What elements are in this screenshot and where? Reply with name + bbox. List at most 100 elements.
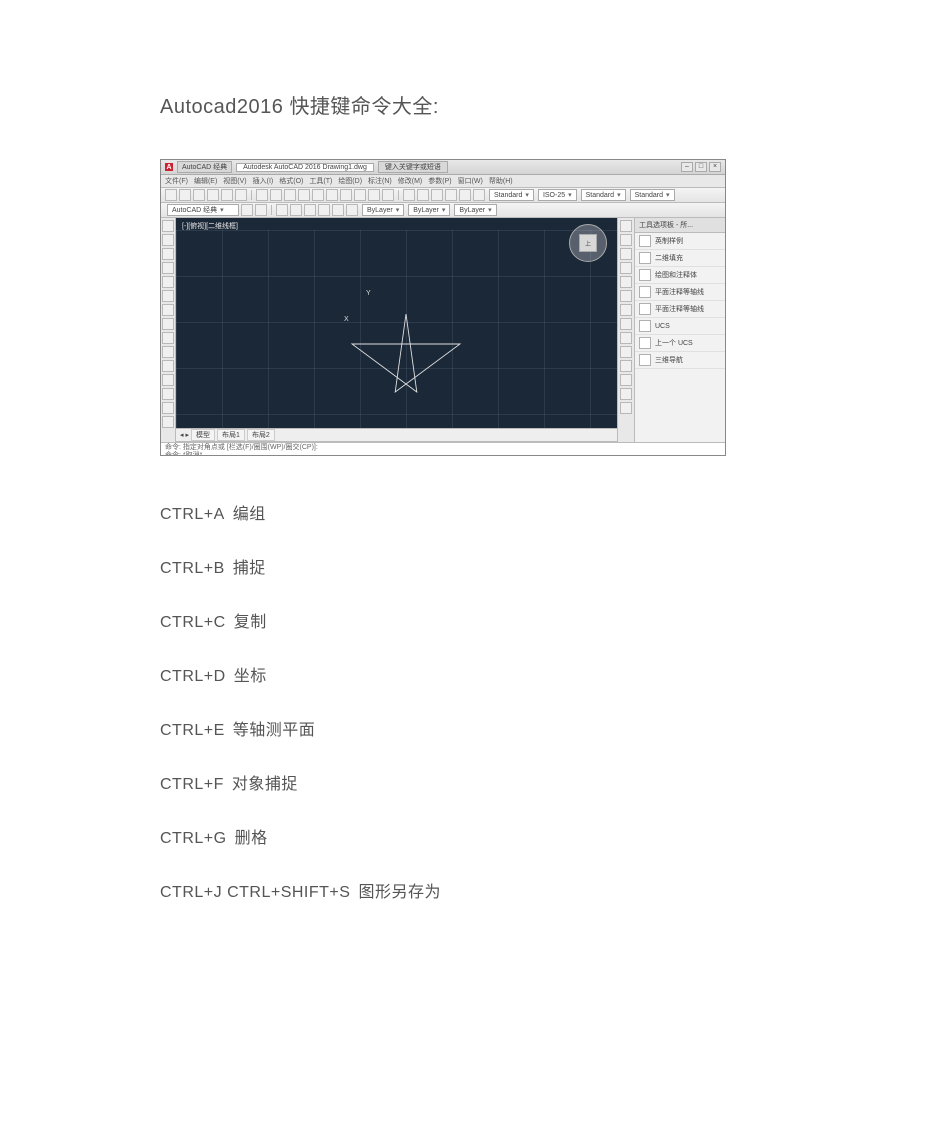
tabs-arrow-right-icon[interactable]: ▸ [186,431,190,439]
tool-icon[interactable] [382,189,394,201]
document-tab-active[interactable]: Autodesk AutoCAD 2016 Drawing1.dwg [236,163,374,172]
draw-tool-icon[interactable] [162,360,174,372]
menu-help[interactable]: 帮助(H) [489,176,513,186]
tool-icon[interactable] [276,204,288,216]
modify-tool-icon[interactable] [620,346,632,358]
tabs-arrow-left-icon[interactable]: ◂ [180,431,184,439]
palette-item[interactable]: 平面注释等轴线 [635,301,725,318]
draw-tool-icon[interactable] [162,388,174,400]
tool-icon[interactable] [346,204,358,216]
palette-item[interactable]: 上一个 UCS [635,335,725,352]
viewcube[interactable]: 上 [569,224,607,262]
tool-icon[interactable] [368,189,380,201]
palette-item[interactable]: 平面注释等轴线 [635,284,725,301]
draw-tool-icon[interactable] [162,332,174,344]
palette-title[interactable]: 工具选项板 - 所... [635,218,725,233]
menu-modify[interactable]: 修改(M) [398,176,423,186]
draw-tool-icon[interactable] [162,346,174,358]
tool-icon[interactable] [284,189,296,201]
modify-tool-icon[interactable] [620,332,632,344]
workspace-combo[interactable]: AutoCAD 经典▾ [167,204,239,216]
draw-tool-icon[interactable] [162,374,174,386]
modify-tool-icon[interactable] [620,388,632,400]
menu-format[interactable]: 格式(O) [279,176,303,186]
modify-tool-icon[interactable] [620,262,632,274]
tool-icon[interactable] [304,204,316,216]
draw-tool-icon[interactable] [162,318,174,330]
minimize-button[interactable]: – [681,162,693,172]
app-icon[interactable]: A [165,163,173,171]
draw-tool-icon[interactable] [162,248,174,260]
tablestyle-combo[interactable]: Standard▾ [581,189,626,201]
modify-tool-icon[interactable] [620,276,632,288]
viewcube-face[interactable]: 上 [579,234,597,252]
modify-tool-icon[interactable] [620,220,632,232]
palette-item[interactable]: 绘图和注释体 [635,267,725,284]
workspace-tag[interactable]: AutoCAD 经典 [177,161,232,173]
tool-icon[interactable] [256,189,268,201]
modify-tool-icon[interactable] [620,290,632,302]
palette-item[interactable]: 英制样例 [635,233,725,250]
dimstyle-combo[interactable]: ISO-25▾ [538,189,577,201]
lineweight-combo[interactable]: ByLayer▾ [454,204,496,216]
tool-icon[interactable] [473,189,485,201]
menu-window[interactable]: 窗口(W) [458,176,483,186]
modify-tool-icon[interactable] [620,402,632,414]
menu-view[interactable]: 视图(V) [223,176,246,186]
modify-tool-icon[interactable] [620,318,632,330]
palette-item[interactable]: 三维导航 [635,352,725,369]
modify-tool-icon[interactable] [620,304,632,316]
textstyle-combo[interactable]: Standard▾ [489,189,534,201]
palette-item[interactable]: UCS [635,318,725,335]
modify-tool-icon[interactable] [620,234,632,246]
tool-icon[interactable] [235,189,247,201]
tab-layout1[interactable]: 布局1 [217,429,245,441]
mleader-combo[interactable]: Standard▾ [630,189,675,201]
tool-icon[interactable] [445,189,457,201]
tool-icon[interactable] [403,189,415,201]
tool-icon[interactable] [431,189,443,201]
tool-icon[interactable] [459,189,471,201]
tool-icon[interactable] [340,189,352,201]
draw-tool-icon[interactable] [162,262,174,274]
draw-tool-icon[interactable] [162,416,174,428]
tool-icon[interactable] [417,189,429,201]
menu-tools[interactable]: 工具(T) [309,176,332,186]
menu-dim[interactable]: 标注(N) [368,176,392,186]
tool-icon[interactable] [354,189,366,201]
draw-tool-icon[interactable] [162,402,174,414]
tool-icon[interactable] [318,204,330,216]
tool-icon[interactable] [326,189,338,201]
palette-item[interactable]: 二维填充 [635,250,725,267]
menu-draw[interactable]: 绘图(D) [338,176,362,186]
draw-tool-icon[interactable] [162,276,174,288]
command-line[interactable]: 命令: 指定对角点或 [栏选(F)/圈围(WP)/圈交(CP)]: 命令: *取… [161,442,725,456]
menu-file[interactable]: 文件(F) [165,176,188,186]
tool-icon[interactable] [241,204,253,216]
tool-icon[interactable] [221,189,233,201]
tool-icon[interactable] [255,204,267,216]
tab-layout2[interactable]: 布局2 [247,429,275,441]
search-box[interactable]: 键入关键字或短语 [378,161,448,173]
tool-icon[interactable] [179,189,191,201]
maximize-button[interactable]: □ [695,162,707,172]
modify-tool-icon[interactable] [620,248,632,260]
draw-tool-icon[interactable] [162,304,174,316]
tool-icon[interactable] [165,189,177,201]
draw-tool-icon[interactable] [162,290,174,302]
color-combo[interactable]: ByLayer▾ [362,204,404,216]
modify-tool-icon[interactable] [620,360,632,372]
tool-icon[interactable] [298,189,310,201]
tool-icon[interactable] [332,204,344,216]
draw-tool-icon[interactable] [162,220,174,232]
tool-icon[interactable] [290,204,302,216]
draw-tool-icon[interactable] [162,234,174,246]
modify-tool-icon[interactable] [620,374,632,386]
drawing-canvas[interactable]: [-][俯视][二维线框] Y X 上 ◂ ▸ 模型 布局1 布局2 [176,218,617,442]
tool-icon[interactable] [207,189,219,201]
tab-model[interactable]: 模型 [191,429,215,441]
linetype-combo[interactable]: ByLayer▾ [408,204,450,216]
menu-insert[interactable]: 插入(I) [253,176,274,186]
tool-icon[interactable] [193,189,205,201]
tool-icon[interactable] [270,189,282,201]
